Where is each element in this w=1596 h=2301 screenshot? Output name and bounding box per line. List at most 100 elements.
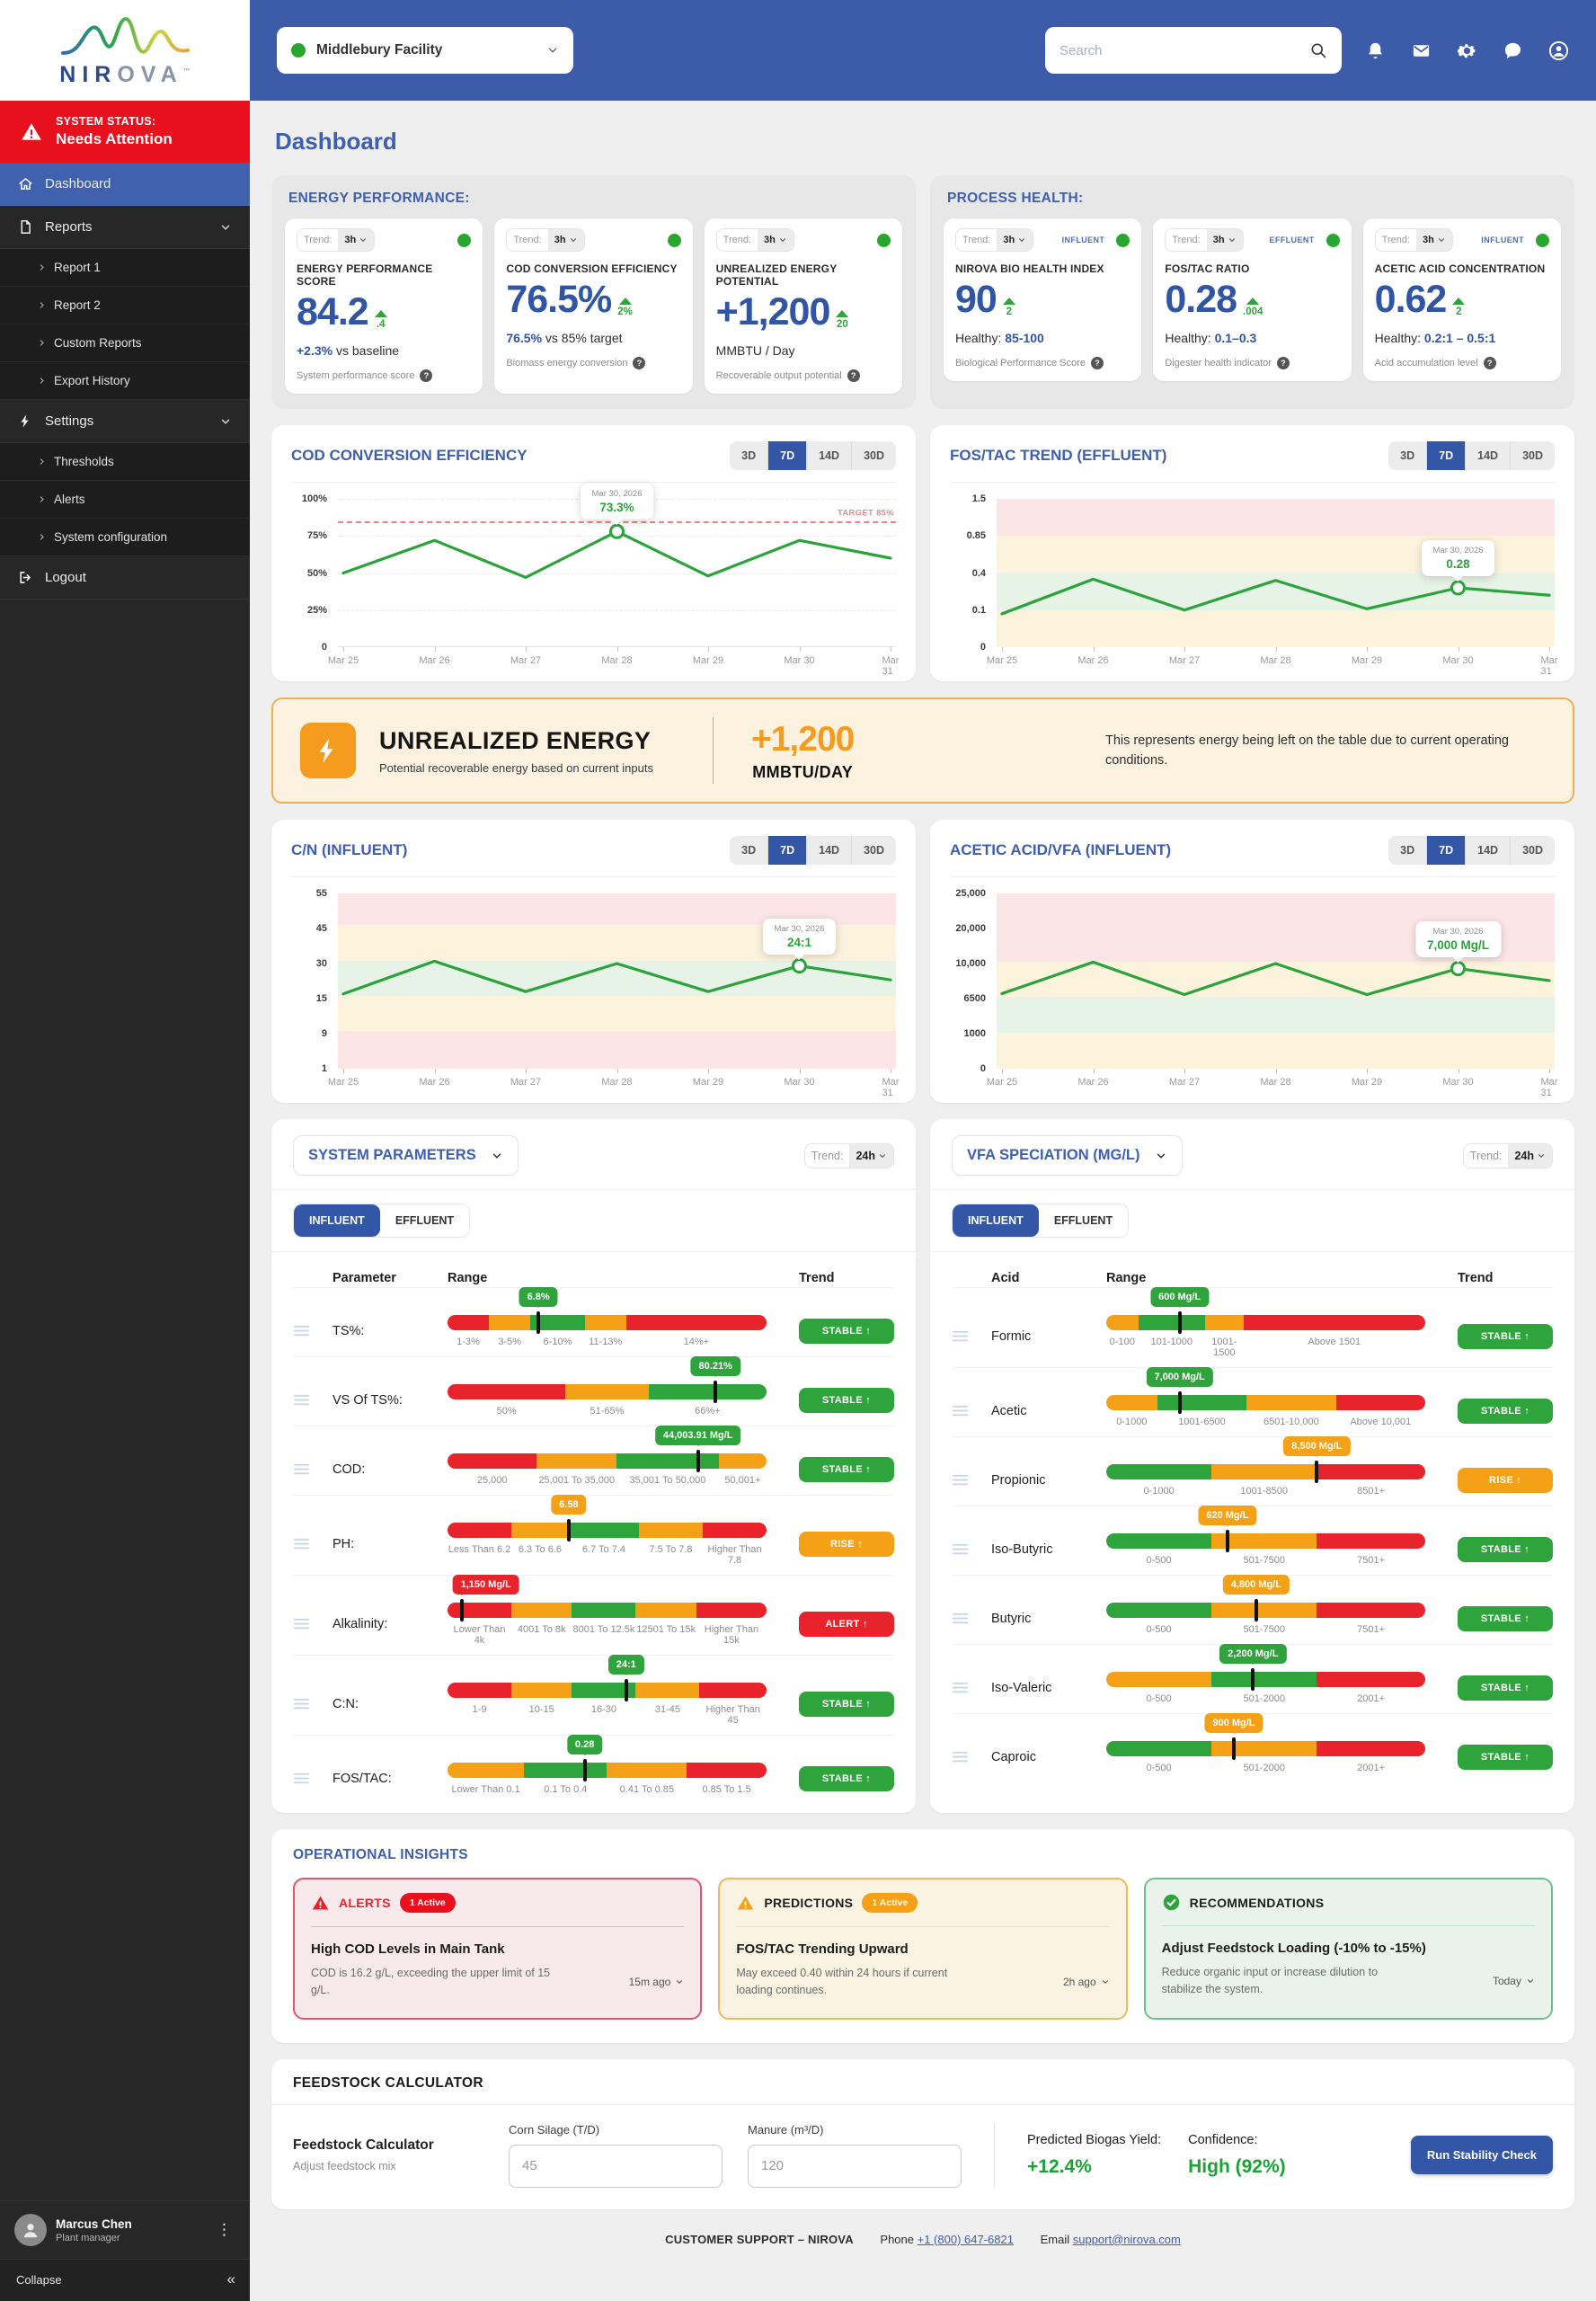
x-tick-label: Mar 27 [1168,655,1201,666]
range-segment-label: 4001 To 8k [517,1624,566,1635]
footer-phone-link[interactable]: +1 (800) 647-6821 [917,2232,1014,2246]
corn-silage-input[interactable] [509,2144,723,2188]
y-tick-label: 20,000 [955,923,986,934]
range-segment-label: 1001-1500 [1211,1337,1237,1358]
insight-time-dropdown[interactable]: Today [1493,1964,1535,1999]
tab-14d[interactable]: 14D [1466,836,1512,865]
user-menu-icon[interactable]: ⋮ [217,2221,232,2238]
tab-7d[interactable]: 7D [1427,836,1467,865]
help-icon[interactable]: ? [420,369,433,382]
tab-14d[interactable]: 14D [1466,441,1512,470]
tab-7d[interactable]: 7D [768,441,808,470]
value-bubble-pointer [1251,1591,1261,1600]
tab-30d[interactable]: 30D [864,449,884,462]
mail-icon[interactable] [1411,40,1432,61]
insight-time-dropdown[interactable]: 2h ago [1063,1965,1110,2000]
collapse-button[interactable]: Collapse « [0,2259,250,2301]
facility-selector[interactable]: Middlebury Facility [277,27,573,74]
drag-handle-icon[interactable] [952,1542,982,1556]
sidebar-subitem-alerts[interactable]: Alerts [0,481,250,519]
manure-input[interactable] [748,2144,962,2188]
sidebar-item-settings[interactable]: Settings [0,400,250,443]
parameter-row-cod-: COD: 44,003.91 Mg/L 25,000 25,001 To 35,0… [293,1426,894,1495]
drag-handle-icon[interactable] [952,1681,982,1694]
trend-select[interactable]: Trend: 3h [1165,228,1244,252]
chevron-right-icon [38,301,46,309]
panel-title-dropdown[interactable]: SYSTEM PARAMETERS [293,1135,519,1176]
drag-handle-icon[interactable] [952,1329,982,1343]
value-bubble: 6.8% [519,1287,558,1307]
chart-panel-c-n-influent-: C/N (INFLUENT) 3D 7D 14D 30D 55 45 30 15 9 1 Mar… [271,820,916,1103]
sidebar-subitem-thresholds[interactable]: Thresholds [0,443,250,481]
tab-30d[interactable]: 30D [1522,449,1543,462]
tab-3d[interactable]: 3D [1388,836,1428,865]
tab-effluent[interactable]: EFFLUENT [379,1204,470,1237]
help-icon[interactable]: ? [847,369,860,382]
help-icon[interactable]: ? [1090,357,1104,369]
sidebar-subitem-report-2[interactable]: Report 2 [0,287,250,324]
tab-3d[interactable]: 3D [730,441,769,470]
chart-band-yellow [997,1032,1555,1069]
kpi-value: 0.62 [1374,278,1448,321]
tab-3d[interactable]: 3D [1388,441,1428,470]
help-icon[interactable]: ? [633,357,646,369]
range-bar: 0.28 Lower Than 0.1 0.1 To 0.4 0.41 To 0.8… [448,1735,767,1795]
panel-title-dropdown[interactable]: VFA SPECIATION (MG/L) [952,1135,1183,1176]
sidebar-subitem-report-1[interactable]: Report 1 [0,249,250,287]
stream-tag: EFFLUENT [1269,235,1315,244]
tab-influent[interactable]: INFLUENT [294,1204,380,1237]
kpi-card: Trend: 3h INFLUENT ACETIC ACID CONCENTRA… [1362,218,1561,381]
sidebar-subitem-export-history[interactable]: Export History [0,362,250,400]
search-input[interactable] [1060,42,1300,58]
drag-handle-icon[interactable] [293,1462,324,1476]
tab-14d[interactable]: 14D [807,836,853,865]
run-stability-check-button[interactable]: Run Stability Check [1410,2136,1553,2175]
drag-handle-icon[interactable] [952,1404,982,1417]
tab-7d[interactable]: 7D [1427,441,1467,470]
parameter-label: Iso-Butyric [991,1542,1053,1557]
sidebar-subitem-custom-reports[interactable]: Custom Reports [0,324,250,362]
tab-influent[interactable]: INFLUENT [953,1204,1039,1237]
drag-handle-icon[interactable] [293,1537,324,1550]
tab-30d[interactable]: 30D [1522,844,1543,857]
search-icon[interactable] [1309,41,1327,59]
person-icon[interactable] [1548,40,1569,61]
trend-select[interactable]: Trend: 3h [955,228,1034,252]
trend-select[interactable]: Trend: 3h [506,228,585,252]
tab-7d[interactable]: 7D [768,836,808,865]
tab-3d[interactable]: 3D [730,836,769,865]
x-tick-label: Mar 28 [1260,655,1291,666]
bell-icon[interactable] [1365,40,1386,61]
drag-handle-icon[interactable] [952,1612,982,1625]
range-bar: 6.58 Less Than 6.2 6.3 To 6.6 6.7 To 7.4 7.… [448,1495,767,1566]
x-axis: Mar 25 Mar 26 Mar 27 Mar 28 Mar 29 Mar 3… [328,1069,899,1098]
range-segment-label: 14%+ [683,1337,710,1347]
feedstock-name: Feedstock Calculator [293,2137,434,2154]
footer-email-link[interactable]: support@nirova.com [1072,2232,1181,2246]
drag-handle-icon[interactable] [293,1772,324,1785]
sidebar-item-reports[interactable]: Reports [0,206,250,249]
gear-icon[interactable] [1457,40,1477,61]
tab-14d[interactable]: 14D [807,441,853,470]
help-icon[interactable]: ? [1483,357,1496,369]
trend-select[interactable]: Trend: 24h [1462,1142,1553,1168]
insight-time-dropdown[interactable]: 15m ago [629,1965,685,2000]
chat-icon[interactable] [1503,40,1523,61]
kpi-card: Trend: 3h ENERGY PERFORMANCE SCORE 84.2 … [285,218,483,394]
drag-handle-icon[interactable] [293,1697,324,1710]
tab-effluent[interactable]: EFFLUENT [1038,1204,1129,1237]
trend-select[interactable]: Trend: 24h [803,1142,894,1168]
sidebar-item-dashboard[interactable]: Dashboard [0,163,250,206]
trend-select[interactable]: Trend: 3h [1374,228,1453,252]
sidebar-subitem-system-configuration[interactable]: System configuration [0,519,250,556]
drag-handle-icon[interactable] [952,1473,982,1487]
drag-handle-icon[interactable] [952,1750,982,1764]
trend-select[interactable]: Trend: 3h [297,228,376,252]
drag-handle-icon[interactable] [293,1324,324,1337]
drag-handle-icon[interactable] [293,1617,324,1630]
trend-select[interactable]: Trend: 3h [715,228,794,252]
help-icon[interactable]: ? [1276,357,1290,369]
tab-30d[interactable]: 30D [864,844,884,857]
drag-handle-icon[interactable] [293,1393,324,1407]
sidebar-item-logout[interactable]: Logout [0,556,250,600]
